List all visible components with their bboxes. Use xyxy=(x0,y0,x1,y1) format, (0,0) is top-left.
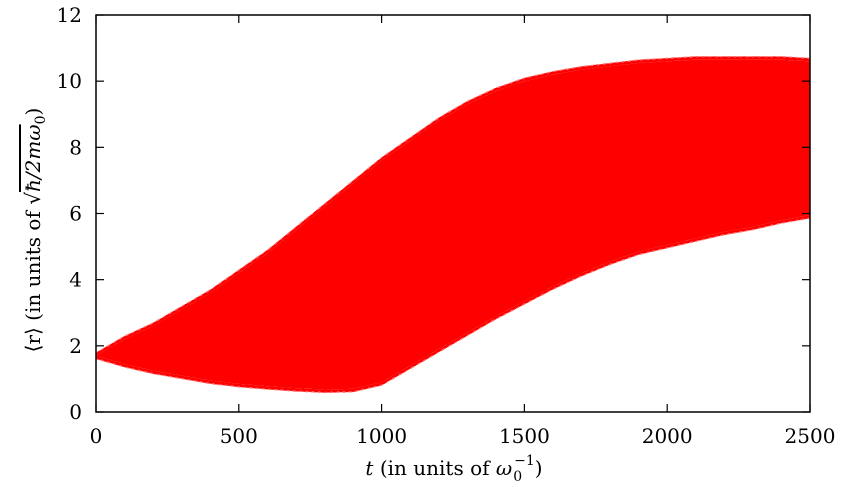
svg-text:⟨r⟩ (in units of √ħ/2mω0): ⟨r⟩ (in units of √ħ/2mω0) xyxy=(21,108,49,353)
x-axis-label: t (in units of ω0−1) xyxy=(365,453,542,485)
y-axis-label: ⟨r⟩ (in units of √ħ/2mω0) xyxy=(21,108,49,353)
y-tick-label: 10 xyxy=(57,69,82,93)
x-tick-label: 0 xyxy=(90,424,103,448)
sqrt-radicand: ħ/2mω xyxy=(21,124,45,192)
y-tick-label: 4 xyxy=(69,268,82,292)
y-tick-label: 6 xyxy=(69,202,82,226)
x-tick-label: 2000 xyxy=(642,424,693,448)
y-tick-label: 12 xyxy=(57,3,82,27)
y-axis-ticks: 0 2 4 6 8 10 12 xyxy=(57,3,810,424)
x-axis-ticks: 0 500 1000 1500 2000 2500 xyxy=(90,15,836,448)
x-tick-label: 500 xyxy=(220,424,258,448)
sqrt-sign: √ xyxy=(21,192,45,205)
y-tick-label: 2 xyxy=(69,334,82,358)
y-tick-label: 8 xyxy=(69,135,82,159)
x-tick-label: 1500 xyxy=(499,424,550,448)
plot-area xyxy=(95,56,811,394)
data-band-series-1 xyxy=(96,59,810,390)
x-tick-label: 1000 xyxy=(356,424,407,448)
x-tick-label: 2500 xyxy=(785,424,836,448)
y-tick-label: 0 xyxy=(69,400,82,424)
